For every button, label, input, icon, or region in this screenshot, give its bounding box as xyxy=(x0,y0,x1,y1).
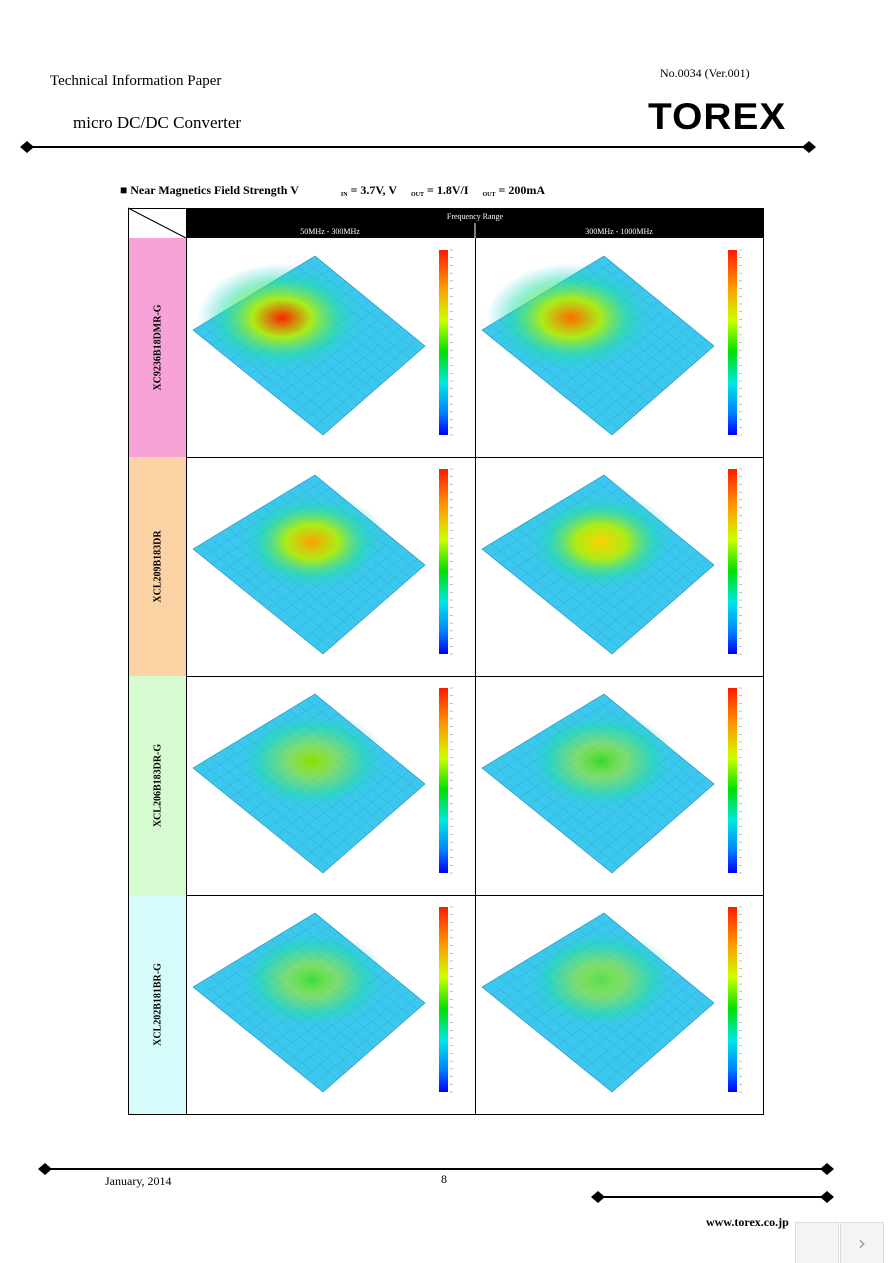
color-bar xyxy=(439,250,448,435)
row-label: XCL206B183DR-G xyxy=(152,744,163,828)
mesh-line xyxy=(285,320,394,406)
row-label-cell xyxy=(129,457,186,676)
mesh-line xyxy=(602,777,707,866)
mesh-line xyxy=(313,777,418,866)
field-plot xyxy=(481,687,742,874)
field-plot xyxy=(192,249,453,436)
column-header: 300MHz - 1000MHz xyxy=(585,227,653,236)
mesh-line xyxy=(602,339,707,428)
color-bar xyxy=(728,250,737,435)
mesh-line xyxy=(304,989,410,1078)
title-part: Near Magnetics Field Strength V xyxy=(130,183,299,197)
field-hotspot xyxy=(486,263,656,373)
title-part: = 3.7V, V xyxy=(348,183,398,197)
field-hotspot xyxy=(237,711,387,811)
subscript: OUT xyxy=(483,192,496,198)
row-label: XCL209B183DR xyxy=(152,530,163,603)
field-plot xyxy=(481,249,742,436)
mesh-line xyxy=(584,983,691,1070)
color-bar xyxy=(439,907,448,1092)
mesh-line xyxy=(593,551,699,640)
mesh-line xyxy=(304,551,410,640)
footer-date: January, 2014 xyxy=(105,1174,172,1188)
footer-url: www.torex.co.jp xyxy=(706,1215,789,1229)
mesh-line xyxy=(295,326,402,413)
column-header: 50MHz - 300MHz xyxy=(300,227,360,236)
field-hotspot xyxy=(526,930,676,1030)
mesh-line xyxy=(584,545,691,632)
mesh-line xyxy=(602,996,707,1085)
field-plot xyxy=(481,906,742,1093)
table-frame xyxy=(127,207,764,1115)
mesh-line xyxy=(584,764,691,851)
mesh-line xyxy=(295,545,402,632)
row-label-cell xyxy=(129,676,186,895)
color-bar xyxy=(439,469,448,654)
mesh-line xyxy=(593,989,699,1078)
field-plot xyxy=(192,906,453,1093)
mesh-line xyxy=(602,558,707,647)
footer-rule xyxy=(38,1163,834,1203)
field-plot xyxy=(192,687,453,874)
subscript: OUT xyxy=(411,192,424,198)
title-part: = 1.8V/I xyxy=(424,183,469,197)
field-hotspot xyxy=(526,711,676,811)
logo: TOREX xyxy=(648,96,787,137)
product-name: micro DC/DC Converter xyxy=(73,113,242,132)
row-label-cell xyxy=(129,895,186,1114)
next-button[interactable]: › xyxy=(840,1222,884,1263)
mesh-line xyxy=(304,332,410,421)
color-bar xyxy=(439,688,448,873)
field-plot xyxy=(481,468,742,655)
row-label-cell xyxy=(129,238,186,457)
row-label: XC9236B18DMR-G xyxy=(152,304,163,390)
mesh-line xyxy=(304,770,410,859)
color-bar xyxy=(728,469,737,654)
field-hotspot xyxy=(526,492,676,592)
mesh-line xyxy=(313,558,418,647)
field-hotspot xyxy=(237,492,387,592)
mesh-line xyxy=(313,339,418,428)
mesh-line xyxy=(593,770,699,859)
paper-title: Technical Information Paper xyxy=(50,73,222,89)
field-plot xyxy=(192,468,453,655)
header-rule xyxy=(20,141,816,153)
bullet: ■ xyxy=(120,183,127,197)
field-hotspot xyxy=(237,930,387,1030)
mesh-line xyxy=(574,320,683,406)
mesh-line xyxy=(584,326,691,413)
mesh-line xyxy=(295,983,402,1070)
subscript: IN xyxy=(341,192,348,198)
color-bar xyxy=(728,688,737,873)
viewer-logo-button[interactable] xyxy=(795,1222,839,1263)
color-bar xyxy=(728,907,737,1092)
page-number: 8 xyxy=(441,1172,447,1186)
title-part: = 200mA xyxy=(496,183,546,197)
field-hotspot xyxy=(197,263,367,373)
mesh-line xyxy=(295,764,402,851)
doc-number: No.0034 (Ver.001) xyxy=(660,66,750,80)
section-title: ■ Near Magnetics Field Strength V IN = 3.… xyxy=(120,183,545,198)
mesh-line xyxy=(593,332,699,421)
row-label: XCL202B181BR-G xyxy=(152,963,163,1046)
table-header: Frequency Range xyxy=(447,212,504,221)
mesh-line xyxy=(313,996,418,1085)
